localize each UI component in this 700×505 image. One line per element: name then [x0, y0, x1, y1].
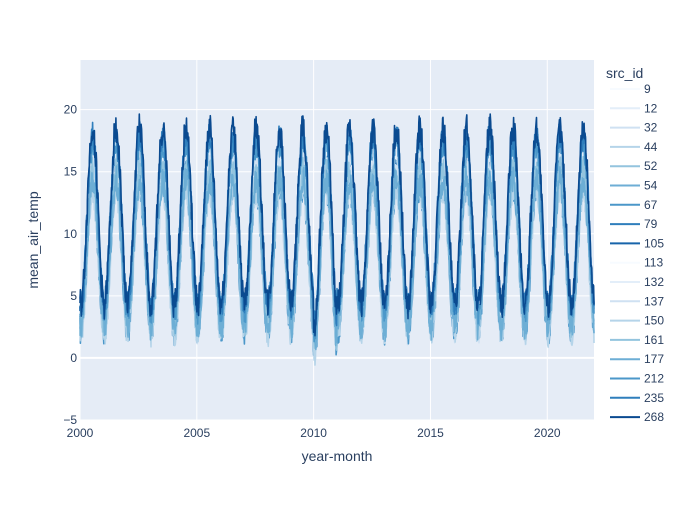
legend-label-52[interactable]: 52: [644, 159, 658, 173]
y-tick-labels: −5 0 5 10 15 20: [63, 103, 77, 427]
legend-label-132[interactable]: 132: [644, 275, 664, 289]
y-axis-label: mean_air_temp: [25, 191, 41, 288]
legend-label-161[interactable]: 161: [644, 333, 664, 347]
legend-label-44[interactable]: 44: [644, 140, 658, 154]
legend-label-32[interactable]: 32: [644, 121, 658, 135]
x-tick-label: 2005: [183, 426, 210, 440]
x-tick-labels: 2000 2005 2010 2015 2020: [67, 426, 561, 440]
x-tick-label: 2020: [534, 426, 561, 440]
y-tick-label: 5: [70, 289, 77, 303]
legend-label-12[interactable]: 12: [644, 101, 658, 115]
legend-label-9[interactable]: 9: [644, 82, 651, 96]
legend-label-54[interactable]: 54: [644, 179, 658, 193]
y-tick-label: −5: [63, 413, 77, 427]
legend-label-67[interactable]: 67: [644, 198, 658, 212]
legend: src_id 9 12 32 44 52 54 67 79 105 113 132 137 150 161…: [606, 65, 664, 424]
y-tick-label: 10: [64, 227, 78, 241]
legend-label-235[interactable]: 235: [644, 391, 664, 405]
legend-label-150[interactable]: 150: [644, 314, 664, 328]
x-tick-label: 2010: [300, 426, 327, 440]
series-line-268: [79, 113, 595, 337]
legend-label-105[interactable]: 105: [644, 236, 664, 250]
y-tick-label: 0: [70, 351, 77, 365]
legend-label-268[interactable]: 268: [644, 410, 664, 424]
legend-label-113[interactable]: 113: [644, 256, 663, 270]
x-tick-label: 2000: [67, 426, 94, 440]
x-axis-label: year-month: [302, 448, 373, 464]
series-layer: [79, 113, 595, 366]
legend-label-177[interactable]: 177: [644, 352, 664, 366]
legend-title: src_id: [606, 65, 643, 81]
legend-label-79[interactable]: 79: [644, 217, 658, 231]
legend-label-137[interactable]: 137: [644, 294, 664, 308]
x-tick-label: 2015: [417, 426, 444, 440]
y-tick-label: 15: [64, 165, 78, 179]
y-tick-label: 20: [64, 103, 78, 117]
legend-label-212[interactable]: 212: [644, 372, 664, 386]
